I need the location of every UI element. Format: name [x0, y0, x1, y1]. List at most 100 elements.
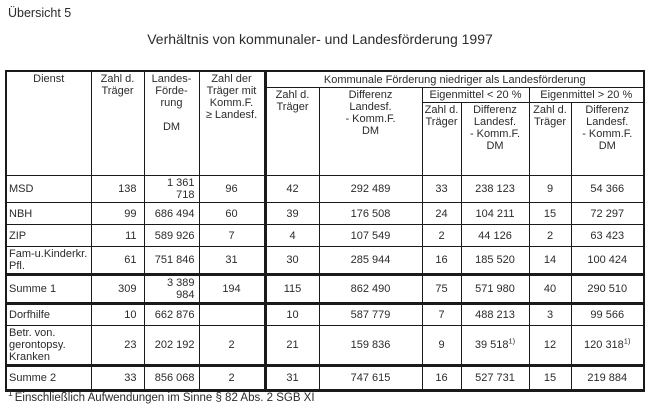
table-cell: 96 [198, 175, 266, 203]
footnote-marker: 1 [8, 388, 13, 399]
row-label: Fam-u.Kinderkr. Pfl. [5, 246, 92, 275]
header-row-eigenmittel: Zahl d. Träger Differenz Landesf. - Komm… [6, 87, 645, 176]
table-cell: 2 [198, 364, 266, 392]
header-differenz-lt20: Differenz Landesf. - Komm.F. DM [460, 102, 530, 176]
table-cell: 99 [90, 202, 145, 225]
table-cell: 1 361 718 [143, 175, 200, 203]
table-cell: 9 [528, 175, 572, 203]
table-cell: 2 [421, 224, 462, 247]
table-cell: 100 424 [570, 246, 645, 275]
table-cell: 309 [90, 273, 145, 304]
table-cell: 61 [90, 246, 145, 275]
header-eigenmittel-lt20: Eigenmittel < 20 % [421, 87, 530, 103]
overview-label: Übersicht 5 [8, 6, 72, 20]
table-cell: 14 [528, 246, 572, 275]
header-zahl-traeger-lt20: Zahl d. Träger [421, 102, 462, 176]
header-kommunale-span: Kommunale Förderung niedriger als Landes… [263, 70, 645, 88]
header-eigenmittel-gt20: Eigenmittel > 20 % [528, 87, 645, 103]
table-cell: 10 [90, 302, 145, 326]
table-cell: 185 520 [460, 246, 530, 275]
table-cell: 686 494 [143, 202, 200, 225]
table-cell: 292 489 [318, 175, 423, 203]
table-cell: 589 926 [143, 224, 200, 247]
row-label: Summe 1 [5, 273, 92, 304]
footnote-text: Einschließlich Aufwendungen im Sinne § 8… [14, 392, 315, 404]
header-zahl-traeger: Zahl d. Träger [90, 70, 145, 176]
table-row: ZIP 11 589 926 7 4 107 549 2 44 126 2 63 423 [5, 224, 645, 247]
table-cell: 159 836 [318, 325, 423, 366]
table-row: Summe 1 309 3 389 984 194 115 862 490 75 571 98… [5, 273, 645, 304]
table-cell: 7 [421, 302, 462, 326]
table-cell: 238 123 [460, 175, 530, 203]
table-cell: 176 508 [318, 202, 423, 225]
table-cell: 571 980 [460, 273, 530, 304]
table-cell: 285 944 [318, 246, 423, 275]
table-cell: 120 3181) [570, 325, 645, 366]
table-cell: 107 549 [318, 224, 423, 247]
footnote: 1 Einschließlich Aufwendungen im Sinne § … [8, 389, 315, 404]
header-differenz-gt20: Differenz Landesf. - Komm.F. DM [570, 102, 645, 176]
table-cell: 2 [198, 325, 266, 366]
table-cell: 42 [263, 175, 320, 203]
table-cell: 194 [198, 273, 266, 304]
funding-comparison-table: Dienst Zahl d. Träger Landes- Förde- run… [5, 70, 645, 392]
table-row: Summe 2 33 856 068 2 31 747 615 16 527 731 15 219… [5, 364, 645, 392]
table-cell: 2 [528, 224, 572, 247]
table-cell: 23 [90, 325, 145, 366]
table-cell: 11 [90, 224, 145, 247]
table-cell: 24 [421, 202, 462, 225]
header-zahl-traeger-niedriger: Zahl d. Träger [263, 87, 320, 176]
header-traeger-mit-kommf: Zahl der Träger mit Komm.F. ≥ Landesf. [198, 70, 266, 176]
table-cell: 10 [263, 302, 320, 326]
header-landesfoerderung: Landes- Förde- rung DM [143, 70, 200, 176]
table-cell [198, 302, 266, 326]
table-row: Dorfhilfe 10 662 876 10 587 779 7 488 213 3 99 5… [5, 302, 645, 326]
footnote-ref: 1) [508, 336, 516, 346]
table-cell: 12 [528, 325, 572, 366]
table-cell: 33 [90, 364, 145, 392]
table-cell: 31 [263, 364, 320, 392]
header-differenz-niedriger: Differenz Landesf. - Komm.F. DM [318, 87, 423, 176]
table-header: Dienst Zahl d. Träger Landes- Förde- run… [5, 70, 645, 176]
table-body: MSD 138 1 361 718 96 42 292 489 33 238 123 9 54 3… [5, 175, 645, 392]
header-row-labels: Zahl d. Träger Differenz Landesf. - Komm… [6, 102, 645, 176]
table-cell: 138 [90, 175, 145, 203]
table-cell: 72 297 [570, 202, 645, 225]
table-cell: 15 [528, 202, 572, 225]
row-label: MSD [5, 175, 92, 203]
table-cell: 862 490 [318, 273, 423, 304]
table-cell: 39 5181) [460, 325, 530, 366]
table-cell: 75 [421, 273, 462, 304]
table-cell: 39 [263, 202, 320, 225]
table-row: Fam-u.Kinderkr. Pfl. 61 751 846 31 30 285 944… [5, 246, 645, 275]
table-cell: 16 [421, 364, 462, 392]
table-cell: 587 779 [318, 302, 423, 326]
row-label: Betr. von. gerontopsy. Kranken [5, 325, 92, 366]
table-cell: 44 126 [460, 224, 530, 247]
table-cell: 104 211 [460, 202, 530, 225]
row-label: Dorfhilfe [5, 302, 92, 326]
table-cell: 662 876 [143, 302, 200, 326]
table-row: Betr. von. gerontopsy. Kranken 23 202 192 2… [5, 325, 645, 366]
table-cell: 30 [263, 246, 320, 275]
row-label: ZIP [5, 224, 92, 247]
table-cell: 54 366 [570, 175, 645, 203]
table-cell: 60 [198, 202, 266, 225]
table-cell: 63 423 [570, 224, 645, 247]
row-label: Summe 2 [5, 364, 92, 392]
table-cell: 21 [263, 325, 320, 366]
table-row: NBH 99 686 494 60 39 176 508 24 104 211 15 72 297 [5, 202, 645, 225]
table-cell: 31 [198, 246, 266, 275]
page-title: Verhältnis von kommunaler- und Landesför… [147, 31, 493, 47]
table-cell: 115 [263, 273, 320, 304]
table-cell: 4 [263, 224, 320, 247]
header-row-top: Dienst Zahl d. Träger Landes- Förde- run… [5, 70, 645, 176]
table-cell: 488 213 [460, 302, 530, 326]
row-label: NBH [5, 202, 92, 225]
table-cell: 15 [528, 364, 572, 392]
table-cell: 527 731 [460, 364, 530, 392]
table-cell: 3 [528, 302, 572, 326]
header-zahl-traeger-gt20: Zahl d. Träger [528, 102, 572, 176]
table-cell: 290 510 [570, 273, 645, 304]
